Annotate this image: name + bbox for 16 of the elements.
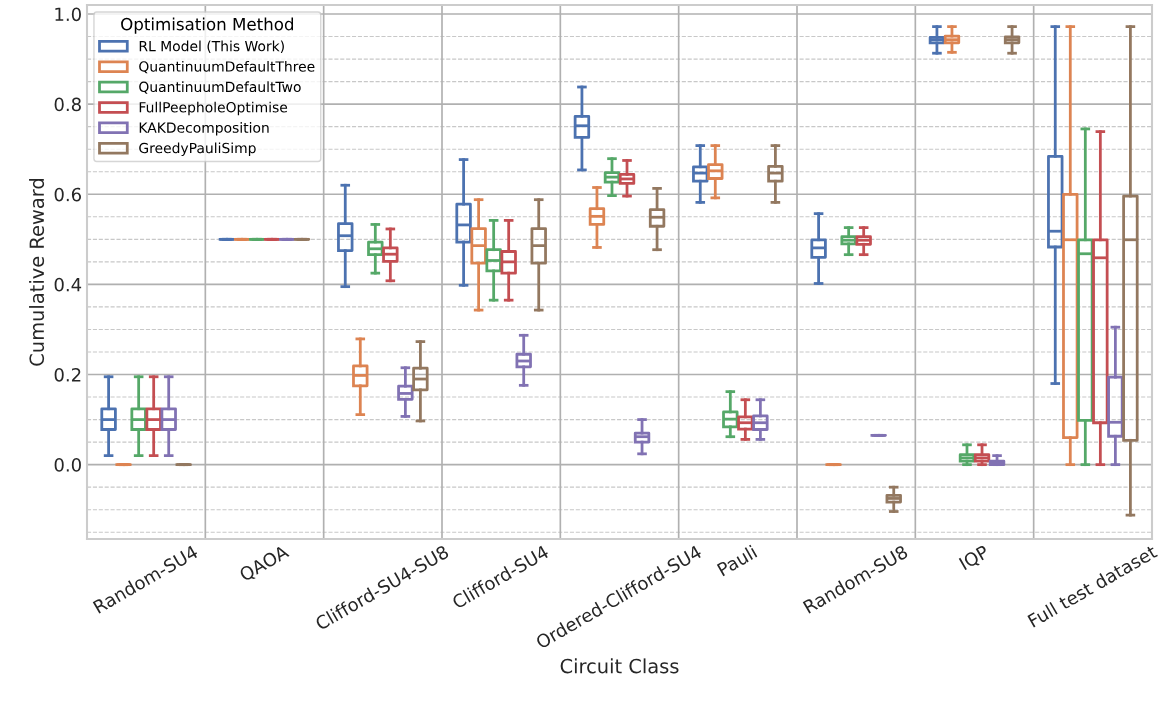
legend-title: Optimisation Method	[121, 17, 294, 34]
y-tick-label: 0.0	[54, 458, 81, 472]
y-axis-title: Cumulative Reward	[29, 178, 45, 366]
legend-label: QuantinuumDefaultTwo	[139, 81, 301, 94]
y-tick-label: 1.0	[55, 7, 81, 22]
legend-label: FullPeepholeOptimise	[139, 101, 288, 116]
legend-label: KAKDecomposition	[139, 122, 269, 136]
x-tick-label: IQP	[958, 544, 991, 573]
legend-label: QuantinuumDefaultThree	[139, 60, 315, 74]
legend-label: GreedyPauliSimp	[139, 142, 256, 156]
x-axis-title: Circuit Class	[560, 658, 679, 674]
legend-label: RL Model (This Work)	[139, 40, 284, 53]
y-tick-label: 0.6	[54, 187, 81, 202]
y-tick-label: 0.8	[54, 97, 81, 112]
y-tick-label: 0.2	[54, 367, 81, 382]
y-tick-label: 0.4	[54, 277, 82, 292]
